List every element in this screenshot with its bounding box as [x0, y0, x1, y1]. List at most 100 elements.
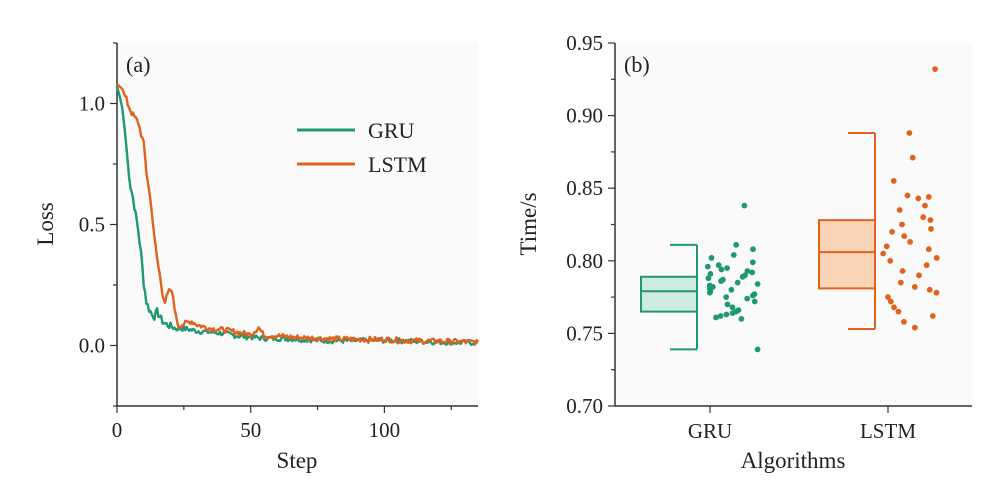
loss-series-group [115, 83, 479, 346]
data-point-lstm [933, 289, 940, 296]
data-point-lstm [901, 318, 907, 325]
panel-label-b: (b) [624, 52, 650, 77]
time-chart-panel: 0.70 0.75 0.80 0.85 0.90 0.95 GRU LSTM (b) Algo… [516, 31, 972, 473]
data-point-gru [744, 268, 751, 274]
box-lstm [818, 219, 876, 290]
y-tick-label-b: 0.90 [566, 104, 603, 128]
data-point-lstm [922, 202, 928, 209]
data-point-lstm [895, 308, 902, 315]
data-point-lstm [907, 239, 913, 245]
box-gru [640, 275, 698, 313]
data-point-gru [715, 262, 722, 269]
y-tick-label-b: 0.85 [566, 176, 603, 200]
data-point-lstm [915, 195, 922, 202]
data-point-gru [754, 281, 761, 287]
x-tick-label-b: GRU [688, 419, 732, 443]
y-tick-label-b: 0.80 [566, 249, 603, 273]
data-point-lstm [911, 324, 918, 331]
data-point-gru [708, 255, 715, 261]
data-point-gru [705, 275, 712, 282]
x-tick-label-a: 50 [240, 418, 261, 442]
data-point-lstm [890, 178, 897, 184]
data-point-lstm [916, 272, 922, 279]
data-point-lstm [925, 246, 932, 253]
data-point-lstm [880, 250, 887, 257]
data-point-lstm [933, 255, 940, 261]
data-point-lstm [887, 257, 894, 264]
box-series-group [640, 66, 940, 353]
y-axis-label-a: Loss [33, 202, 58, 246]
data-point-gru [718, 278, 724, 284]
y-tick-label-a: 1.0 [79, 92, 105, 116]
data-point-gru [729, 304, 736, 311]
series-line-lstm [116, 83, 479, 346]
x-axis-label-a: Step [277, 448, 318, 473]
data-point-lstm [928, 226, 934, 232]
plot-area-a [117, 43, 478, 406]
data-point-gru [730, 252, 737, 258]
data-point-lstm [906, 130, 913, 136]
data-point-gru [706, 289, 713, 296]
data-point-lstm [899, 221, 905, 228]
loss-chart-panel: 0.0 0.5 1.0 0 50 100 (a) Step Loss GRU LSTM [33, 42, 479, 473]
data-point-gru [750, 246, 756, 253]
y-tick-label-a: 0.5 [79, 213, 105, 237]
data-point-gru [749, 259, 756, 266]
box-group-lstm [818, 66, 940, 331]
x-axis-label-b: Algorithms [741, 448, 846, 473]
data-point-gru [734, 279, 741, 286]
data-point-gru [717, 313, 724, 319]
x-tick-label-b: LSTM [860, 419, 916, 443]
data-point-lstm [920, 214, 927, 221]
data-point-lstm [887, 298, 894, 305]
data-point-gru [723, 294, 730, 300]
data-point-lstm [927, 217, 934, 224]
data-point-lstm [897, 279, 904, 286]
data-point-lstm [925, 194, 932, 200]
y-tick-label-b: 0.95 [566, 31, 603, 55]
data-point-lstm [899, 268, 906, 274]
y-tick-label-b: 0.75 [566, 321, 603, 345]
y-tick-label-a: 0.0 [79, 334, 105, 358]
data-point-lstm [911, 284, 918, 290]
data-point-gru [713, 314, 719, 321]
legend-label-lstm: LSTM [368, 152, 427, 177]
y-tick-label-b: 0.70 [566, 394, 603, 418]
y-axis-label-b: Time/s [516, 192, 541, 255]
data-point-gru [718, 266, 725, 273]
data-point-lstm [901, 233, 908, 240]
data-point-lstm [883, 243, 890, 250]
data-point-lstm [923, 262, 930, 269]
data-point-lstm [896, 207, 903, 213]
legend-a: GRU LSTM [297, 118, 427, 177]
data-point-gru [733, 241, 739, 248]
data-point-gru [751, 298, 758, 305]
data-point-gru [744, 295, 751, 302]
data-point-gru [704, 263, 711, 270]
data-point-lstm [926, 286, 933, 293]
box-group-gru [640, 202, 761, 353]
data-point-lstm [885, 294, 891, 300]
data-point-lstm [889, 228, 895, 235]
legend-label-gru: GRU [368, 118, 415, 143]
data-point-gru [707, 271, 714, 277]
data-point-gru [750, 292, 756, 299]
data-point-lstm [929, 313, 936, 319]
data-point-gru [738, 316, 745, 322]
data-point-lstm [904, 192, 911, 199]
data-point-gru [723, 311, 730, 318]
data-point-gru [729, 310, 736, 316]
panel-label-a: (a) [126, 52, 150, 77]
data-point-gru [728, 286, 735, 293]
data-point-gru [724, 265, 730, 271]
data-point-gru [754, 346, 761, 353]
data-point-gru [749, 269, 756, 276]
x-tick-label-a: 100 [369, 418, 401, 442]
axes-b: 0.70 0.75 0.80 0.85 0.90 0.95 GRU LSTM [566, 31, 972, 443]
axes-a: 0.0 0.5 1.0 0 50 100 [79, 42, 478, 442]
data-point-gru [724, 301, 731, 308]
x-tick-label-a: 0 [112, 418, 123, 442]
data-point-gru [739, 273, 746, 280]
